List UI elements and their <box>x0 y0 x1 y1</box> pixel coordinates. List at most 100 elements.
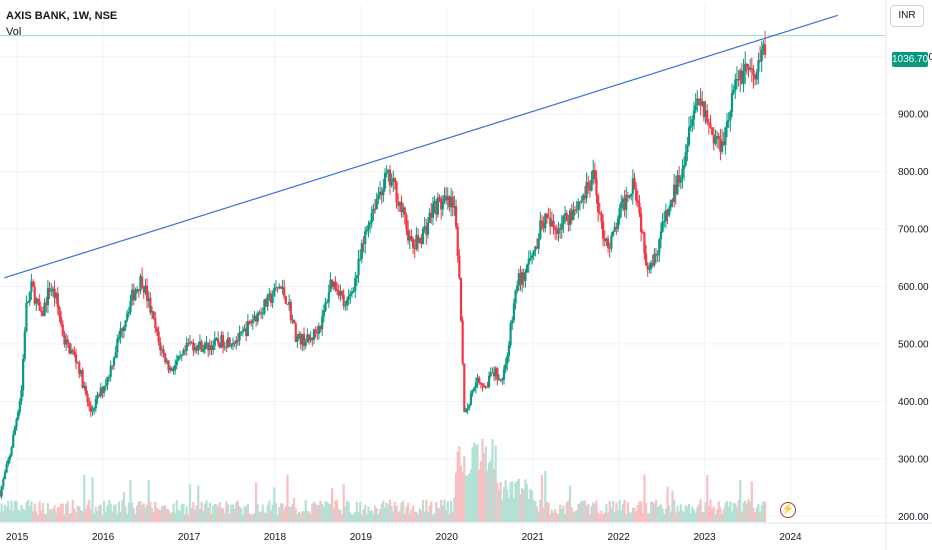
symbol-title[interactable]: AXIS BANK, 1W, NSE <box>6 10 118 22</box>
volume-bar <box>494 445 497 522</box>
candle <box>588 180 591 198</box>
volume-bar <box>390 505 393 522</box>
volume-bar <box>365 514 368 522</box>
candle-body <box>195 347 198 351</box>
candle-body <box>435 201 438 215</box>
volume-bar <box>221 508 225 522</box>
volume-bar <box>236 500 240 522</box>
candle <box>116 334 119 359</box>
volume-bar <box>8 509 12 522</box>
candle-body <box>521 272 524 285</box>
candle-body <box>560 223 563 230</box>
candle-body <box>608 247 611 249</box>
candle <box>81 367 84 389</box>
candle-body <box>137 289 140 291</box>
candle <box>279 285 282 289</box>
candle <box>288 294 291 311</box>
candle <box>663 211 666 228</box>
candle <box>354 271 357 299</box>
candle-body <box>233 342 236 344</box>
candle <box>760 40 763 73</box>
volume-bar <box>699 499 702 522</box>
candle-body <box>663 221 666 223</box>
candle-body <box>742 71 745 84</box>
candle-body <box>22 358 25 391</box>
candle <box>456 223 459 263</box>
currency-button[interactable]: INR <box>890 5 924 27</box>
candle <box>359 249 362 262</box>
candle <box>471 389 474 397</box>
candle <box>66 335 69 349</box>
volume-bar <box>535 506 539 522</box>
volume-bar <box>172 503 175 522</box>
candle <box>582 193 585 209</box>
candle <box>446 187 449 210</box>
volume-bar <box>162 506 165 522</box>
volume-bar <box>78 506 81 522</box>
lightning-icon[interactable]: ⚡ <box>780 502 796 518</box>
volume-bar <box>568 485 572 522</box>
drawing-layer[interactable] <box>0 14 885 279</box>
candle-body <box>540 220 544 223</box>
candle <box>251 314 254 330</box>
trendline[interactable] <box>4 14 838 279</box>
volume-bar <box>131 502 134 522</box>
volume-bar <box>754 511 757 522</box>
candle <box>23 326 26 362</box>
volume-bar <box>435 502 438 522</box>
candle <box>119 321 122 344</box>
volume-bar <box>278 507 281 522</box>
volume-indicator-label[interactable]: Vol <box>6 26 22 38</box>
candle-body <box>45 302 48 306</box>
candle-body <box>362 243 365 245</box>
candle-body <box>763 44 767 55</box>
volume-bar <box>522 489 525 522</box>
candle <box>76 361 79 364</box>
candle-body <box>578 201 582 203</box>
candle-body <box>749 68 752 70</box>
candle <box>478 375 481 386</box>
candle <box>322 304 325 323</box>
volume-bar <box>212 505 215 522</box>
volume-bar <box>273 487 276 522</box>
candle-body <box>595 178 598 196</box>
volume-bar <box>590 506 593 522</box>
candle-body <box>350 292 354 294</box>
candle <box>183 345 187 356</box>
volume-bar <box>307 511 311 522</box>
candle <box>306 328 309 343</box>
candle-body <box>291 319 294 321</box>
candle-body <box>235 340 238 344</box>
candle-body <box>256 312 259 322</box>
volume-bar <box>251 514 254 522</box>
volume-bar <box>451 511 454 522</box>
volume-bar <box>730 511 734 522</box>
candle-body <box>400 201 403 213</box>
candle <box>648 262 651 274</box>
candle <box>38 294 41 311</box>
volume-bar <box>459 465 463 522</box>
candle <box>141 267 144 289</box>
candle <box>208 339 211 356</box>
candle <box>104 379 107 391</box>
candle <box>567 214 570 232</box>
candle-body <box>656 253 659 256</box>
candle <box>398 201 401 212</box>
candle-body <box>694 105 697 111</box>
volume-bar <box>403 513 406 522</box>
candle <box>213 331 216 351</box>
candle <box>516 280 519 294</box>
candle <box>671 198 674 208</box>
candle <box>296 333 299 349</box>
candle <box>529 250 532 262</box>
candle <box>750 57 753 83</box>
candle-body <box>623 198 626 210</box>
candle <box>602 213 605 247</box>
candle-body <box>757 60 760 72</box>
candle-body <box>190 342 193 344</box>
candle <box>240 330 243 336</box>
volume-bar <box>537 511 540 522</box>
